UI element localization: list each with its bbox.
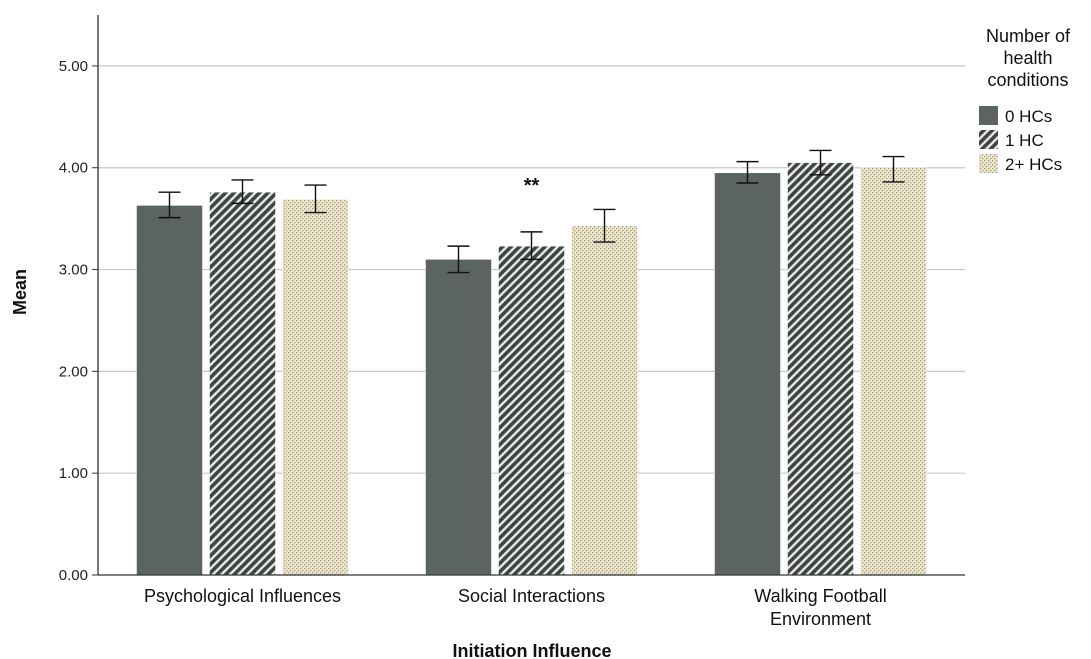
y-tick-label: 3.00 bbox=[59, 262, 88, 279]
x-category-labels: Psychological Influences Social Interacti… bbox=[144, 586, 887, 629]
error-bars bbox=[158, 149, 905, 274]
legend-item: 2+ HCs bbox=[979, 154, 1062, 174]
legend-title: health bbox=[1003, 48, 1052, 68]
bar bbox=[498, 245, 565, 576]
y-tick-label: 1.00 bbox=[59, 465, 88, 482]
y-axis-title: Mean bbox=[10, 269, 30, 315]
y-tick-label: 5.00 bbox=[59, 58, 88, 75]
bar bbox=[787, 162, 854, 576]
error-bar bbox=[593, 208, 616, 243]
bar bbox=[860, 167, 927, 576]
error-bar bbox=[231, 179, 254, 205]
bars bbox=[136, 162, 927, 576]
annotations: ** bbox=[524, 175, 540, 197]
legend-label: 2+ HCs bbox=[1005, 155, 1062, 174]
legend-item: 1 HC bbox=[979, 130, 1044, 150]
y-tick-label: 2.00 bbox=[59, 363, 88, 380]
bar bbox=[714, 172, 781, 576]
y-tick-label: 4.00 bbox=[59, 160, 88, 177]
legend-swatch bbox=[979, 154, 998, 173]
error-bar bbox=[882, 155, 905, 183]
error-bar bbox=[809, 149, 832, 176]
legend-label: 0 HCs bbox=[1005, 107, 1052, 126]
legend-swatch bbox=[979, 106, 998, 125]
legend-item: 0 HCs bbox=[979, 106, 1052, 126]
bar bbox=[209, 191, 276, 576]
error-bar bbox=[736, 160, 759, 184]
bar bbox=[571, 225, 638, 576]
y-tick-label: 0.00 bbox=[59, 567, 88, 584]
legend-swatch bbox=[979, 130, 998, 149]
x-category-label: Environment bbox=[770, 609, 871, 629]
x-category-label: Psychological Influences bbox=[144, 586, 341, 606]
x-category-label: Walking Football bbox=[754, 586, 886, 606]
x-axis-title: Initiation Influence bbox=[452, 641, 611, 659]
y-tick-labels: 0.00 1.00 2.00 3.00 4.00 5.00 bbox=[59, 58, 98, 584]
bar bbox=[136, 205, 203, 576]
error-bar bbox=[158, 191, 181, 219]
error-bar bbox=[520, 231, 543, 261]
legend-label: 1 HC bbox=[1005, 131, 1044, 150]
significance-marker: ** bbox=[524, 175, 540, 197]
legend-title: conditions bbox=[987, 70, 1068, 90]
error-bar bbox=[447, 245, 470, 274]
legend-title: Number of bbox=[986, 26, 1071, 46]
error-bar bbox=[304, 184, 327, 214]
x-category-label: Social Interactions bbox=[458, 586, 605, 606]
bar bbox=[282, 199, 349, 576]
axes bbox=[97, 15, 965, 576]
bar bbox=[425, 259, 492, 576]
